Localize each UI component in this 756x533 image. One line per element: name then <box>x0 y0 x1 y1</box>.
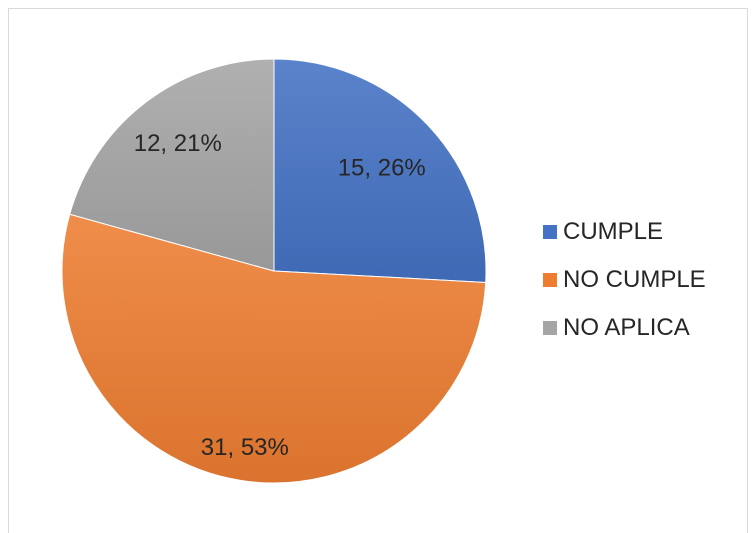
legend-label-no-cumple: NO CUMPLE <box>563 266 706 294</box>
data-label-cumple: 15, 26% <box>338 154 426 181</box>
legend-item-no-aplica: NO APLICA <box>543 304 706 352</box>
pie-slices <box>62 59 486 483</box>
chart-legend: CUMPLE NO CUMPLE NO APLICA <box>543 208 706 352</box>
legend-label-no-aplica: NO APLICA <box>563 314 690 342</box>
legend-label-cumple: CUMPLE <box>563 218 663 246</box>
data-label-no-cumple: 31, 53% <box>201 434 289 461</box>
legend-swatch-cumple <box>543 225 557 239</box>
legend-item-no-cumple: NO CUMPLE <box>543 256 706 304</box>
legend-item-cumple: CUMPLE <box>543 208 706 256</box>
legend-swatch-no-cumple <box>543 273 557 287</box>
legend-swatch-no-aplica <box>543 321 557 335</box>
data-label-no-aplica: 12, 21% <box>134 130 222 157</box>
